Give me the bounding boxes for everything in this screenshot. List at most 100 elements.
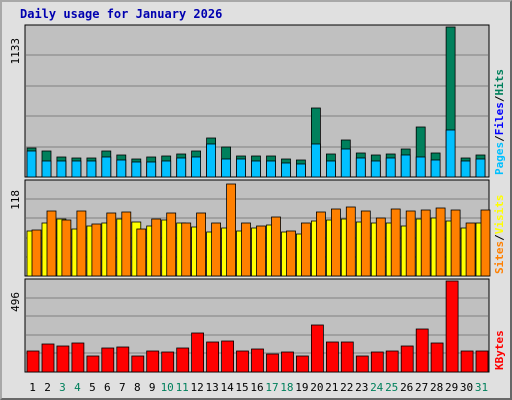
sites-visits-bar-sites (106, 212, 117, 277)
kbytes-bar-kbytes (161, 351, 175, 373)
hits-files-bar-files (325, 160, 336, 178)
x-tick-label: 8 (134, 381, 141, 394)
kbytes-bar-kbytes (460, 350, 474, 373)
x-tick-label: 6 (104, 381, 111, 394)
sites-visits-bar-sites (241, 222, 251, 277)
sites-visits-bar-sites (465, 222, 476, 277)
kbytes-bar-kbytes (131, 355, 145, 373)
x-tick-label: 23 (355, 381, 368, 394)
hits-files-bar-files (460, 160, 471, 178)
hits-files-legend: Pages/Files/Hits (493, 69, 506, 175)
kbytes-ymax-label: 496 (9, 292, 22, 312)
sites-visits-bar-sites (121, 211, 132, 277)
legend-entry: / (493, 234, 506, 241)
x-tick-label: 26 (400, 381, 413, 394)
hits-files-bar-files (206, 143, 217, 178)
x-tick-label: 10 (161, 381, 174, 394)
legend-entry: Sites (493, 241, 506, 274)
kbytes-bar-kbytes (400, 345, 414, 373)
x-tick-label: 14 (220, 381, 234, 394)
sites-visits-bar-sites (435, 207, 446, 277)
x-tick-label: 29 (445, 381, 458, 394)
hits-files-bar-files (266, 160, 276, 178)
legend-entry: KBytes (493, 330, 506, 370)
sites-visits-bar-sites (375, 217, 386, 277)
sites-visits-bar-sites (181, 222, 192, 277)
x-tick-label: 22 (340, 381, 353, 394)
kbytes-bar-kbytes (310, 324, 324, 373)
sites-visits-bar-sites (345, 206, 356, 277)
hits-files-bar-files (26, 150, 37, 178)
x-tick-label: 17 (265, 381, 278, 394)
hits-files-bar-files (445, 129, 456, 178)
kbytes-bar-kbytes (370, 351, 384, 373)
x-tick-label: 28 (430, 381, 443, 394)
hits-files-bar-files (400, 154, 411, 178)
kbytes-bar-kbytes (191, 332, 205, 373)
x-tick-label: 11 (176, 381, 189, 394)
hits-files-bar-files (251, 160, 261, 178)
legend-entry: / (493, 135, 506, 142)
x-tick-label: 7 (119, 381, 126, 394)
kbytes-bar-kbytes (415, 328, 429, 373)
x-tick-label: 27 (415, 381, 428, 394)
sites-visits-bar-sites (196, 212, 207, 277)
sites-visits-bar-sites (480, 209, 491, 277)
hits-files-bar-files (161, 160, 172, 178)
kbytes-bar-kbytes (176, 347, 190, 373)
sites-visits-bar-sites (31, 229, 42, 277)
x-tick-label: 4 (74, 381, 81, 394)
kbytes-bar-kbytes (340, 341, 354, 373)
kbytes-bar-kbytes (86, 355, 100, 373)
kbytes-bar-kbytes (430, 342, 444, 373)
sites-visits-bar-sites (360, 210, 371, 277)
kbytes-bar-kbytes (295, 355, 309, 373)
sites-visits-bar-sites (76, 210, 87, 277)
hits-files-bar-files (340, 148, 351, 178)
hits-files-bar-files (101, 156, 112, 178)
x-tick-label: 24 (370, 381, 384, 394)
x-tick-label: 16 (250, 381, 263, 394)
kbytes-bar-kbytes (26, 350, 40, 373)
kbytes-bar-kbytes (146, 350, 160, 373)
sites-visits-bar-sites (226, 183, 237, 277)
sites-visits-bar-sites (390, 208, 401, 277)
x-tick-label: 1 (29, 381, 36, 394)
x-tick-label: 25 (385, 381, 398, 394)
chart-title: Daily usage for January 2026 (20, 7, 223, 21)
sites-visits-bar-sites (211, 222, 222, 277)
hits-files-ymax-label: 1133 (9, 38, 22, 65)
sites-visits-bar-sites (405, 210, 416, 277)
x-tick-label: 18 (280, 381, 293, 394)
hits-files-bar-files (221, 158, 232, 178)
kbytes-bar-kbytes (266, 353, 279, 373)
sites-visits-bar-sites (136, 228, 147, 277)
sites-visits-bar-sites (151, 218, 162, 277)
sites-visits-bar-sites (271, 216, 281, 277)
x-tick-label: 9 (149, 381, 156, 394)
x-tick-label: 15 (235, 381, 248, 394)
sites-visits-ymax-label: 118 (9, 190, 22, 210)
sites-visits-legend: Sites/Visits (493, 195, 506, 275)
hits-files-bar-files (430, 159, 441, 178)
sites-visits-bar-sites (286, 230, 296, 277)
kbytes-bar-kbytes (385, 350, 399, 373)
kbytes-bar-kbytes (56, 345, 70, 373)
x-tick-label: 12 (190, 381, 203, 394)
x-tick-label: 19 (295, 381, 308, 394)
sites-visits-bar-sites (61, 219, 72, 277)
hits-files-bar-files (146, 161, 157, 178)
sites-visits-bar-sites (330, 208, 341, 277)
x-tick-label: 3 (59, 381, 66, 394)
legend-entry: Pages (493, 142, 506, 175)
x-tick-label: 30 (460, 381, 473, 394)
x-tick-label: 13 (205, 381, 218, 394)
kbytes-bar-kbytes (101, 347, 115, 373)
sites-visits-bar-sites (315, 211, 326, 277)
sites-visits-bar-sites (450, 209, 461, 277)
x-tick-label: 31 (475, 381, 488, 394)
hits-files-bar-files (310, 143, 321, 178)
kbytes-bar-kbytes (325, 341, 339, 373)
legend-entry: Files (493, 102, 506, 135)
sites-visits-bar-sites (300, 222, 311, 277)
